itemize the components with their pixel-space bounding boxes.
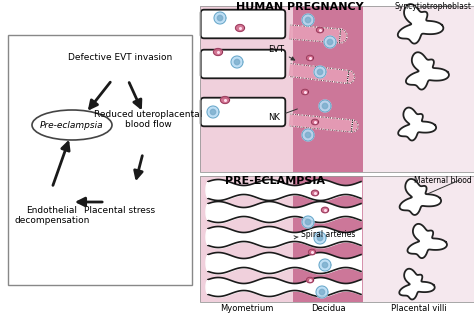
Polygon shape — [311, 119, 319, 125]
Text: Endothelial
decompensation: Endothelial decompensation — [14, 206, 90, 225]
Polygon shape — [319, 259, 331, 271]
Bar — [200, 176, 474, 302]
Polygon shape — [206, 182, 208, 197]
Polygon shape — [206, 281, 208, 293]
Polygon shape — [398, 108, 436, 140]
Polygon shape — [316, 286, 328, 298]
Polygon shape — [214, 12, 226, 24]
Polygon shape — [213, 49, 222, 55]
Bar — [200, 6, 474, 172]
Bar — [363, 176, 474, 302]
Polygon shape — [321, 207, 328, 213]
FancyBboxPatch shape — [201, 50, 285, 78]
Polygon shape — [206, 255, 208, 270]
Bar — [293, 176, 363, 302]
FancyBboxPatch shape — [201, 98, 285, 126]
Polygon shape — [217, 15, 223, 21]
Polygon shape — [207, 106, 219, 118]
Text: Placental stress: Placental stress — [84, 206, 155, 215]
Polygon shape — [290, 25, 347, 43]
Text: Reduced uteroplacental
blood flow: Reduced uteroplacental blood flow — [94, 109, 202, 129]
Polygon shape — [231, 56, 243, 68]
Polygon shape — [234, 59, 240, 65]
FancyBboxPatch shape — [201, 10, 285, 38]
Polygon shape — [305, 219, 310, 225]
Bar — [293, 6, 363, 172]
Polygon shape — [408, 224, 447, 258]
Polygon shape — [319, 100, 331, 112]
Text: Myometrium: Myometrium — [220, 304, 273, 313]
Polygon shape — [306, 277, 314, 283]
Polygon shape — [302, 14, 314, 26]
Polygon shape — [302, 129, 314, 141]
Polygon shape — [206, 204, 208, 220]
Text: Decidua: Decidua — [310, 304, 346, 313]
Polygon shape — [322, 103, 328, 109]
Bar — [8, 35, 192, 285]
Polygon shape — [400, 179, 441, 215]
Polygon shape — [314, 66, 326, 78]
Text: Pre-eclampsia: Pre-eclampsia — [40, 121, 104, 130]
Polygon shape — [399, 269, 435, 300]
Text: HUMAN PREGNANCY: HUMAN PREGNANCY — [236, 2, 364, 12]
Polygon shape — [302, 216, 314, 228]
Ellipse shape — [32, 110, 112, 140]
Polygon shape — [305, 132, 310, 138]
Polygon shape — [236, 25, 245, 31]
Text: PRE-ECLAMPSIA: PRE-ECLAMPSIA — [225, 176, 325, 186]
Polygon shape — [314, 232, 326, 244]
Bar — [200, 6, 293, 172]
Text: Placental villi: Placental villi — [391, 304, 447, 313]
Polygon shape — [311, 190, 319, 196]
Polygon shape — [306, 55, 314, 61]
Text: NK: NK — [268, 109, 297, 122]
Bar — [363, 6, 474, 172]
Polygon shape — [290, 114, 358, 132]
Polygon shape — [328, 39, 333, 45]
Polygon shape — [398, 4, 443, 44]
Text: Maternal blood: Maternal blood — [414, 176, 472, 185]
Polygon shape — [406, 52, 449, 90]
Polygon shape — [301, 89, 309, 95]
Text: Defective EVT invasion: Defective EVT invasion — [68, 53, 172, 62]
Polygon shape — [317, 27, 324, 33]
Polygon shape — [210, 109, 216, 115]
Polygon shape — [309, 249, 316, 255]
Polygon shape — [206, 229, 208, 244]
Polygon shape — [305, 17, 310, 23]
Polygon shape — [322, 262, 328, 268]
Polygon shape — [220, 97, 229, 103]
Text: Spiral arteries: Spiral arteries — [294, 230, 356, 239]
Bar — [200, 176, 293, 302]
Text: Syncytiotrophoblast: Syncytiotrophoblast — [395, 2, 472, 11]
Polygon shape — [289, 64, 355, 84]
Polygon shape — [319, 289, 325, 295]
Text: EVT: EVT — [268, 45, 295, 60]
Polygon shape — [317, 69, 323, 75]
Polygon shape — [324, 36, 336, 48]
Polygon shape — [317, 235, 323, 241]
